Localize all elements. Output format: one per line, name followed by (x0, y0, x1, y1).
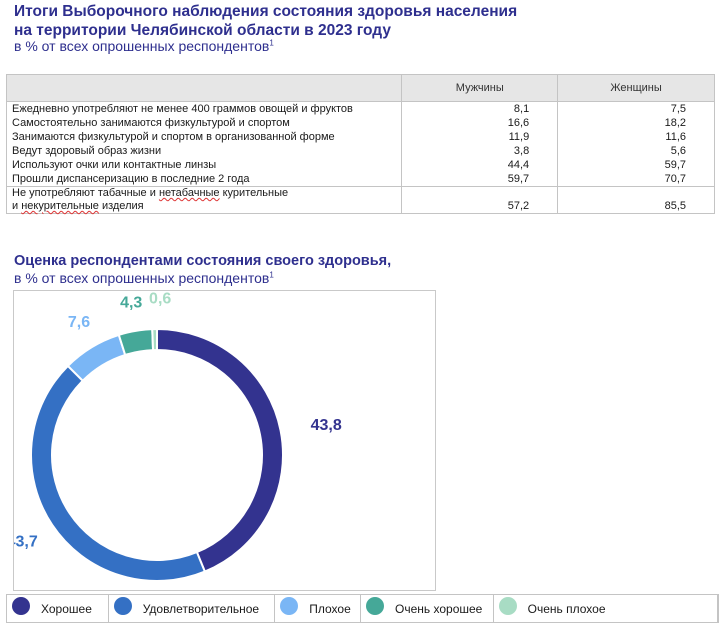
row-label: Используют очки или контактные линзы (5, 158, 403, 172)
chart-subtitle: в % от всех опрошенных респондентов1 (14, 270, 274, 286)
donut-slice (156, 327, 284, 573)
legend-label: Удовлетворительное (142, 602, 260, 616)
chart-title: Оценка респондентами состояния своего зд… (14, 253, 392, 269)
donut-slice (117, 328, 155, 357)
table-row: Прошли диспансеризацию в последние 2 год… (5, 172, 715, 187)
row-label-part: изделия (98, 200, 144, 212)
slice-data-label: 4,3 (120, 294, 142, 311)
donut-slice (30, 364, 207, 582)
row-value-women: 85,5 (557, 186, 715, 214)
row-label-part: Не употребляют табачные и (12, 187, 159, 199)
legend-item: Очень хорошее (361, 595, 494, 622)
row-value-men: 59,7 (401, 172, 559, 187)
table-row: Занимаются физкультурой и спортом в орга… (5, 130, 715, 144)
row-value-men: 57,2 (401, 186, 559, 214)
legend-swatch (113, 597, 132, 615)
row-label-part: нетабачные (158, 187, 220, 199)
legend-item: Плохое (275, 595, 362, 622)
row-label: Не употребляют табачные и нетабачные кур… (5, 186, 403, 214)
page-subtitle-text: в % от всех опрошенных респондентов (14, 38, 270, 54)
row-label: Ежедневно употребляют не менее 400 грамм… (5, 101, 403, 116)
column-header-men: Мужчины (401, 74, 559, 102)
table-row: Ведут здоровый образ жизни 3,8 5,6 (5, 144, 715, 158)
row-label-part: некурительные (21, 200, 99, 212)
table-row: Используют очки или контактные линзы 44,4… (5, 158, 715, 172)
slice-data-label: 43,8 (311, 417, 342, 434)
row-label: Занимаются физкультурой и спортом в орга… (5, 130, 403, 144)
row-value-women: 5,6 (557, 144, 715, 158)
row-value-women: 59,7 (557, 158, 715, 172)
legend-swatch (12, 597, 30, 615)
table-body: Ежедневно употребляют не менее 400 грамм… (5, 101, 715, 187)
chart-frame: 43,8 43,7 7,6 4,3 0,6 (13, 290, 436, 591)
row-label: Ведут здоровый образ жизни (5, 144, 403, 158)
row-value-men: 11,9 (401, 130, 559, 144)
page-title-line-2: на территории Челябинской области в 2023… (14, 22, 391, 39)
legend-label: Плохое (309, 602, 351, 616)
row-value-women: 70,7 (557, 172, 715, 187)
row-value-women: 11,6 (557, 130, 715, 144)
column-header-women: Женщины (557, 74, 715, 102)
row-label-part: курительные (219, 187, 289, 199)
table-row: Самостоятельно занимаются физкультурой и… (5, 116, 715, 130)
page-title: Итоги Выборочного наблюдения состояния з… (14, 2, 614, 40)
table-row: Ежедневно употребляют не менее 400 грамм… (5, 101, 715, 116)
legend-swatch (366, 597, 385, 615)
legend-item: Очень плохое (494, 595, 719, 622)
row-value-men: 8,1 (401, 101, 559, 116)
page-title-line-1: Итоги Выборочного наблюдения состояния з… (14, 3, 518, 20)
chart-footnote-mark: 1 (269, 270, 274, 280)
donut-slice (151, 327, 158, 352)
page-subtitle: в % от всех опрошенных респондентов1 (14, 38, 274, 54)
row-label: Самостоятельно занимаются физкультурой и… (5, 116, 403, 130)
legend-swatch (498, 597, 517, 615)
footnote-mark: 1 (269, 38, 274, 48)
row-label: Прошли диспансеризацию в последние 2 год… (5, 172, 403, 187)
table-row: Не употребляют табачные и нетабачные кур… (5, 186, 715, 214)
table-header-row: Мужчины Женщины (5, 74, 715, 102)
legend-label: Очень плохое (527, 602, 606, 616)
slice-data-label: 7,6 (68, 314, 90, 331)
slice-data-label: 0,6 (149, 291, 171, 307)
legend-item: Удовлетворительное (109, 595, 276, 622)
chart-subtitle-text: в % от всех опрошенных респондентов (14, 270, 270, 286)
legend-label: Очень хорошее (395, 602, 483, 616)
row-value-women: 18,2 (557, 116, 715, 130)
chart-legend: Хорошее Удовлетворительное Плохое Очень хор… (6, 594, 719, 623)
legend-swatch (280, 597, 299, 615)
donut-slice (66, 333, 127, 383)
survey-table: Мужчины Женщины Ежедневно употребляют не… (5, 74, 715, 214)
row-value-women: 7,5 (557, 101, 715, 116)
slice-data-label: 43,7 (14, 533, 38, 550)
column-header-label (5, 74, 403, 102)
row-label-part: и (12, 200, 22, 212)
legend-item: Хорошее (7, 595, 109, 622)
row-value-men: 16,6 (401, 116, 559, 130)
donut-chart: 43,8 43,7 7,6 4,3 0,6 (14, 291, 342, 582)
row-value-men: 3,8 (401, 144, 559, 158)
legend-label: Хорошее (41, 602, 92, 616)
row-value-men: 44,4 (401, 158, 559, 172)
